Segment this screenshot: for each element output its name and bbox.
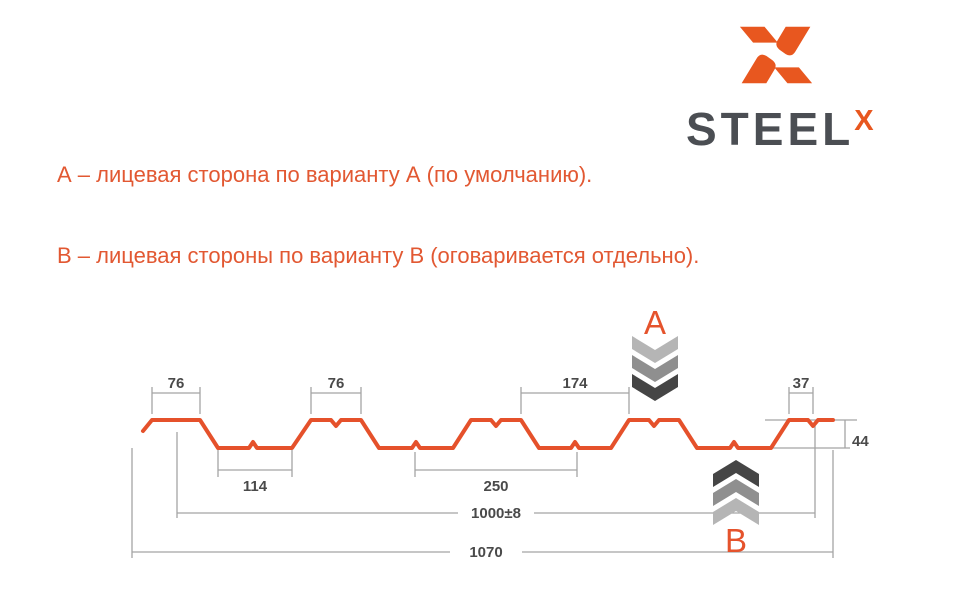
face-a-chevrons-icon [632,336,678,401]
dim-crest-gap-line [520,387,630,414]
dim-label-edge-crest: 37 [793,375,810,392]
note-variant-a: А – лицевая сторона по варианту А (по ум… [57,162,593,187]
face-b-chevrons-icon [713,460,759,525]
dim-overall-width-line [131,448,834,558]
brand-name: STEEL [686,103,855,155]
dim-label-trough: 114 [243,478,268,495]
steelx-logo-mark-icon [739,26,813,84]
note-variant-b: В – лицевая стороны по варианту В (огова… [57,243,700,268]
dim-crest-left-line [151,387,201,414]
sheet-profile-path [141,418,835,450]
face-a-label: A [644,304,666,341]
brand-logo: STEELX [684,14,914,155]
brand-wordmark: STEELX [686,102,874,156]
face-b-label: B [725,522,747,559]
dim-crest-mid-line [310,387,362,414]
dim-label-overall-width: 1070 [469,544,502,561]
dimension-lines [131,387,857,558]
dim-label-crest-mid: 76 [328,375,345,392]
dim-label-height: 44 [852,433,869,450]
dim-label-crest-left: 76 [168,375,185,392]
dim-height-line [765,419,857,449]
dim-trough-line [217,450,293,477]
profile-drawing: 76 76 174 37 114 250 44 1000±8 1070 A B [131,304,869,561]
dim-label-pitch: 250 [483,478,508,495]
dim-edge-crest-line [788,387,814,414]
dim-pitch-line [414,452,578,477]
brand-superscript: X [854,105,874,137]
dim-label-crest-gap: 174 [562,375,588,392]
dim-working-width-line [176,426,816,518]
dim-label-working-width: 1000±8 [471,505,521,522]
